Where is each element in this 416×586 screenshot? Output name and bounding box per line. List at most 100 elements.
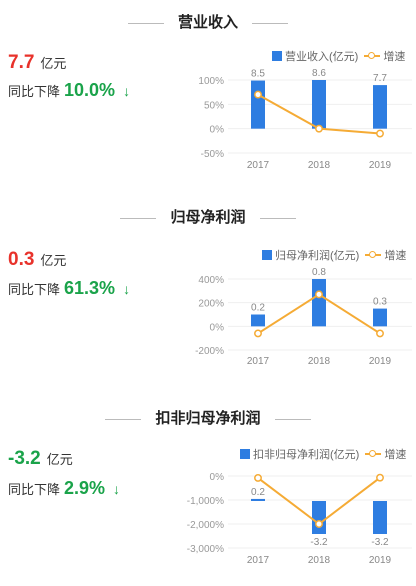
- bar-swatch-icon: [240, 449, 250, 459]
- growth-point: [315, 124, 323, 133]
- bar-swatch-icon: [262, 250, 272, 260]
- divider: [259, 217, 296, 219]
- divider: [120, 217, 157, 219]
- bar: [312, 80, 326, 129]
- growth-point: [254, 473, 262, 482]
- section-revenue: 营业收入 7.7 亿元 同比下降 10.0% ↓ 营业收入(亿元) 增速 100% 50%…: [0, 0, 416, 195]
- x-tick-label: 2019: [369, 356, 392, 367]
- x-tick-label: 2018: [308, 555, 331, 566]
- growth-point: [376, 473, 384, 482]
- bar: [251, 80, 265, 129]
- growth-point: [376, 329, 384, 338]
- y-tick-label: -200%: [195, 346, 224, 357]
- chart-legend: 营业收入(亿元) 增速: [272, 48, 405, 64]
- section-title: 扣非归母净利润: [0, 407, 416, 428]
- change-label: 同比下降: [8, 282, 61, 297]
- growth-point: [315, 290, 323, 299]
- chart-legend: 归母净利润(亿元) 增速: [262, 247, 406, 263]
- x-tick-label: 2018: [308, 160, 331, 171]
- line-swatch-icon: [364, 51, 381, 61]
- growth-point: [254, 90, 262, 99]
- section-deducted-net-profit: 扣非归母净利润 -3.2 亿元 同比下降 2.9% ↓ 扣非归母净利润(亿元) 增速 0…: [0, 390, 416, 586]
- legend-bar-label: 扣非归母净利润(亿元): [253, 449, 360, 461]
- bar-data-label: 0.3: [373, 297, 387, 308]
- net-profit-chart: 400% 200% 0% -200% 0.2 0.8 0.3 2017 2018 2019: [195, 267, 412, 367]
- bar-data-label: -3.2: [371, 537, 389, 548]
- metric-unit: 亿元: [46, 452, 73, 467]
- y-tick-label: 0%: [210, 472, 225, 483]
- down-arrow-icon: ↓: [113, 481, 121, 497]
- divider: [127, 22, 164, 24]
- bar: [373, 308, 387, 327]
- change-percent: 10.0%: [64, 80, 116, 100]
- metric-value: 0.3 亿元: [8, 249, 66, 271]
- yoy-change: 同比下降 61.3% ↓: [8, 278, 130, 299]
- x-tick-label: 2017: [247, 160, 270, 171]
- deducted-net-profit-chart: 0% -1,000% -2,000% -3,000% 0.2 -3.2 -3.2 2017 20…: [187, 472, 412, 566]
- legend-bar-label: 归母净利润(亿元): [275, 250, 360, 262]
- bar-data-label: 8.5: [251, 69, 265, 80]
- change-percent: 61.3%: [64, 278, 116, 298]
- y-tick-label: 0%: [210, 322, 225, 333]
- bar-data-label: 8.6: [312, 68, 326, 79]
- x-tick-label: 2018: [308, 356, 331, 367]
- change-label: 同比下降: [8, 84, 61, 99]
- x-tick-label: 2019: [369, 555, 392, 566]
- legend-line-label: 增速: [383, 51, 406, 63]
- y-tick-label: -2,000%: [187, 520, 224, 531]
- section-title: 营业收入: [0, 11, 416, 32]
- yoy-change: 同比下降 10.0% ↓: [8, 80, 130, 101]
- y-tick-label: 200%: [198, 299, 224, 310]
- divider: [105, 418, 142, 420]
- section-title-text: 归母净利润: [170, 209, 246, 226]
- x-tick-label: 2017: [247, 555, 270, 566]
- bar-data-label: 0.2: [251, 303, 265, 314]
- metric-unit: 亿元: [40, 253, 67, 268]
- growth-point: [376, 129, 384, 138]
- section-net-profit: 归母净利润 0.3 亿元 同比下降 61.3% ↓ 归母净利润(亿元) 增速 400% 2…: [0, 195, 416, 390]
- metric-number: 0.3: [8, 249, 35, 270]
- line-swatch-icon: [365, 449, 382, 459]
- yoy-change: 同比下降 2.9% ↓: [8, 478, 120, 499]
- section-title-text: 扣非归母净利润: [155, 410, 261, 427]
- y-tick-label: 400%: [198, 275, 224, 286]
- bar: [251, 314, 265, 327]
- growth-point: [254, 329, 262, 338]
- y-tick-label: 0%: [210, 125, 225, 136]
- growth-point: [315, 520, 323, 528]
- bar-swatch-icon: [272, 51, 282, 61]
- down-arrow-icon: ↓: [123, 83, 131, 99]
- bar-data-label: -3.2: [310, 537, 328, 548]
- revenue-chart: 100% 50% 0% -50% 8.5 8.6 7.7 2017 2018 2019: [198, 68, 412, 171]
- bar: [312, 501, 326, 534]
- divider: [252, 22, 288, 24]
- bar: [251, 498, 265, 501]
- bar-data-label: 0.8: [312, 267, 326, 278]
- section-title-text: 营业收入: [177, 14, 238, 31]
- metric-value: 7.7 亿元: [8, 52, 66, 74]
- y-tick-label: 100%: [198, 76, 224, 87]
- change-percent: 2.9%: [64, 478, 106, 498]
- section-title: 归母净利润: [0, 206, 416, 227]
- y-tick-label: 50%: [204, 100, 224, 111]
- bar: [373, 85, 387, 129]
- chart-legend: 扣非归母净利润(亿元) 增速: [240, 446, 406, 462]
- divider: [274, 418, 311, 420]
- metric-number: 7.7: [8, 52, 35, 73]
- legend-line-label: 增速: [384, 449, 407, 461]
- bar: [373, 501, 387, 534]
- y-tick-label: -1,000%: [187, 496, 224, 507]
- down-arrow-icon: ↓: [123, 281, 131, 297]
- metric-number: -3.2: [8, 448, 41, 469]
- bar-data-label: 0.2: [251, 487, 265, 498]
- legend-line-label: 增速: [384, 250, 407, 262]
- metric-unit: 亿元: [40, 56, 67, 71]
- legend-bar-label: 营业收入(亿元): [285, 51, 359, 63]
- metric-value: -3.2 亿元: [8, 448, 73, 470]
- x-tick-label: 2017: [247, 356, 270, 367]
- y-tick-label: -50%: [201, 149, 224, 160]
- bar: [312, 279, 326, 327]
- bar-data-label: 7.7: [373, 73, 387, 84]
- y-tick-label: -3,000%: [187, 544, 224, 555]
- line-swatch-icon: [365, 250, 382, 260]
